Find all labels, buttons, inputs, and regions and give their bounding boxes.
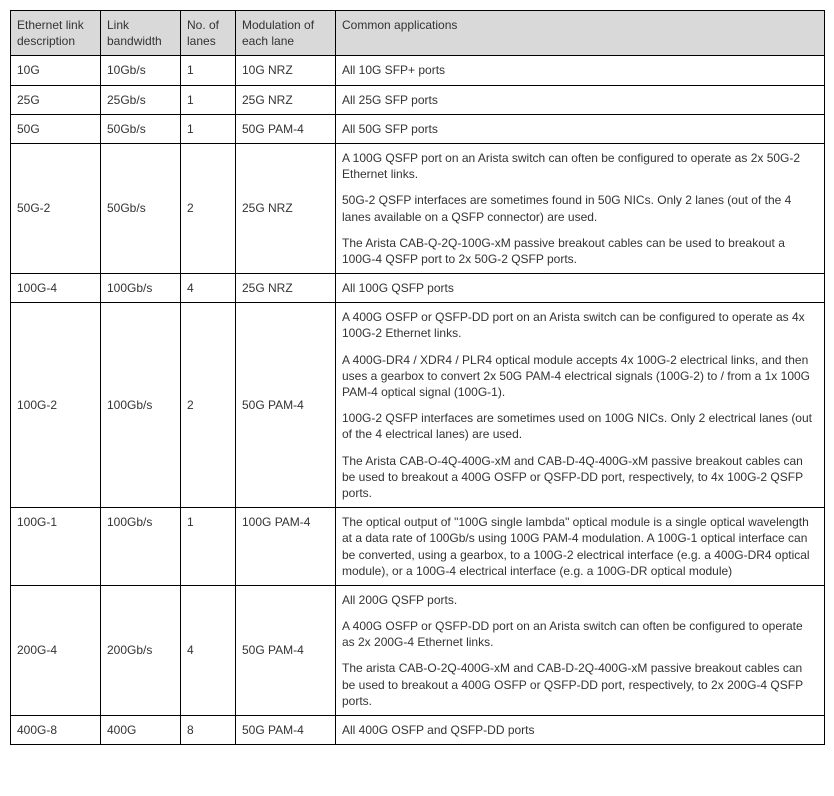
cell-modulation: 50G PAM-4 [236,303,336,508]
table-row: 100G-1100Gb/s1100G PAM-4The optical outp… [11,508,825,586]
cell-applications: All 50G SFP ports [336,114,825,143]
cell-link-description: 10G [11,56,101,85]
table-header: Ethernet link descriptionLink bandwidthN… [11,11,825,56]
application-paragraph: All 400G OSFP and QSFP-DD ports [342,722,818,738]
cell-lanes: 4 [181,274,236,303]
cell-link-description: 100G-4 [11,274,101,303]
application-paragraph: A 100G QSFP port on an Arista switch can… [342,150,818,182]
application-paragraph: All 200G QSFP ports. [342,592,818,608]
cell-modulation: 10G NRZ [236,56,336,85]
cell-lanes: 1 [181,56,236,85]
cell-lanes: 2 [181,143,236,273]
table-row: 100G-4100Gb/s425G NRZ All 100G QSFP ports [11,274,825,303]
cell-link-bandwidth: 50Gb/s [101,114,181,143]
application-paragraph: A 400G OSFP or QSFP-DD port on an Arista… [342,618,818,650]
ethernet-link-table: Ethernet link descriptionLink bandwidthN… [10,10,825,745]
application-paragraph: All 25G SFP ports [342,92,818,108]
cell-link-bandwidth: 100Gb/s [101,274,181,303]
cell-applications: The optical output of "100G single lambd… [336,508,825,586]
table-header-row: Ethernet link descriptionLink bandwidthN… [11,11,825,56]
cell-applications: All 10G SFP+ ports [336,56,825,85]
col-header-2: No. of lanes [181,11,236,56]
table-row: 50G50Gb/s150G PAM-4 All 50G SFP ports [11,114,825,143]
col-header-3: Modulation of each lane [236,11,336,56]
col-header-1: Link bandwidth [101,11,181,56]
application-paragraph: All 10G SFP+ ports [342,62,818,78]
application-paragraph: The arista CAB-O-2Q-400G-xM and CAB-D-2Q… [342,660,818,709]
cell-lanes: 1 [181,508,236,586]
application-paragraph: The Arista CAB-Q-2Q-100G-xM passive brea… [342,235,818,267]
cell-modulation: 50G PAM-4 [236,585,336,715]
cell-lanes: 2 [181,303,236,508]
cell-lanes: 8 [181,716,236,745]
cell-applications: All 25G SFP ports [336,85,825,114]
table-row: 400G-8400G850G PAM-4 All 400G OSFP and QS… [11,716,825,745]
cell-link-description: 50G [11,114,101,143]
application-paragraph: All 100G QSFP ports [342,280,818,296]
table-row: 10G10Gb/s110G NRZ All 10G SFP+ ports [11,56,825,85]
application-paragraph: A 400G OSFP or QSFP-DD port on an Arista… [342,309,818,341]
cell-modulation: 50G PAM-4 [236,114,336,143]
application-paragraph: 50G-2 QSFP interfaces are sometimes foun… [342,192,818,224]
cell-link-bandwidth: 100Gb/s [101,303,181,508]
cell-link-bandwidth: 10Gb/s [101,56,181,85]
cell-link-description: 100G-2 [11,303,101,508]
table-body: 10G10Gb/s110G NRZAll 10G SFP+ ports25G25… [11,56,825,745]
application-paragraph: A 400G-DR4 / XDR4 / PLR4 optical module … [342,352,818,401]
col-header-4: Common applications [336,11,825,56]
application-paragraph: The Arista CAB-O-4Q-400G-xM and CAB-D-4Q… [342,453,818,502]
application-paragraph: The optical output of "100G single lambd… [342,514,818,579]
cell-lanes: 1 [181,114,236,143]
cell-applications: A 100G QSFP port on an Arista switch can… [336,143,825,273]
cell-lanes: 1 [181,85,236,114]
cell-modulation: 25G NRZ [236,85,336,114]
cell-link-bandwidth: 100Gb/s [101,508,181,586]
cell-modulation: 25G NRZ [236,143,336,273]
cell-link-description: 50G-2 [11,143,101,273]
cell-link-bandwidth: 25Gb/s [101,85,181,114]
table-row: 100G-2100Gb/s250G PAM-4A 400G OSFP or QS… [11,303,825,508]
application-paragraph: All 50G SFP ports [342,121,818,137]
cell-link-description: 400G-8 [11,716,101,745]
cell-modulation: 100G PAM-4 [236,508,336,586]
cell-applications: All 200G QSFP ports. A 400G OSFP or QSFP-… [336,585,825,715]
cell-link-description: 25G [11,85,101,114]
table-row: 50G-250Gb/s225G NRZA 100G QSFP port on a… [11,143,825,273]
cell-lanes: 4 [181,585,236,715]
table-row: 200G-4200Gb/s450G PAM-4All 200G QSFP por… [11,585,825,715]
cell-link-description: 100G-1 [11,508,101,586]
cell-link-bandwidth: 200Gb/s [101,585,181,715]
cell-modulation: 25G NRZ [236,274,336,303]
col-header-0: Ethernet link description [11,11,101,56]
application-paragraph: 100G-2 QSFP interfaces are sometimes use… [342,410,818,442]
table-row: 25G25Gb/s125G NRZ All 25G SFP ports [11,85,825,114]
cell-link-bandwidth: 50Gb/s [101,143,181,273]
cell-link-bandwidth: 400G [101,716,181,745]
cell-applications: A 400G OSFP or QSFP-DD port on an Arista… [336,303,825,508]
cell-applications: All 100G QSFP ports [336,274,825,303]
cell-link-description: 200G-4 [11,585,101,715]
cell-applications: All 400G OSFP and QSFP-DD ports [336,716,825,745]
cell-modulation: 50G PAM-4 [236,716,336,745]
